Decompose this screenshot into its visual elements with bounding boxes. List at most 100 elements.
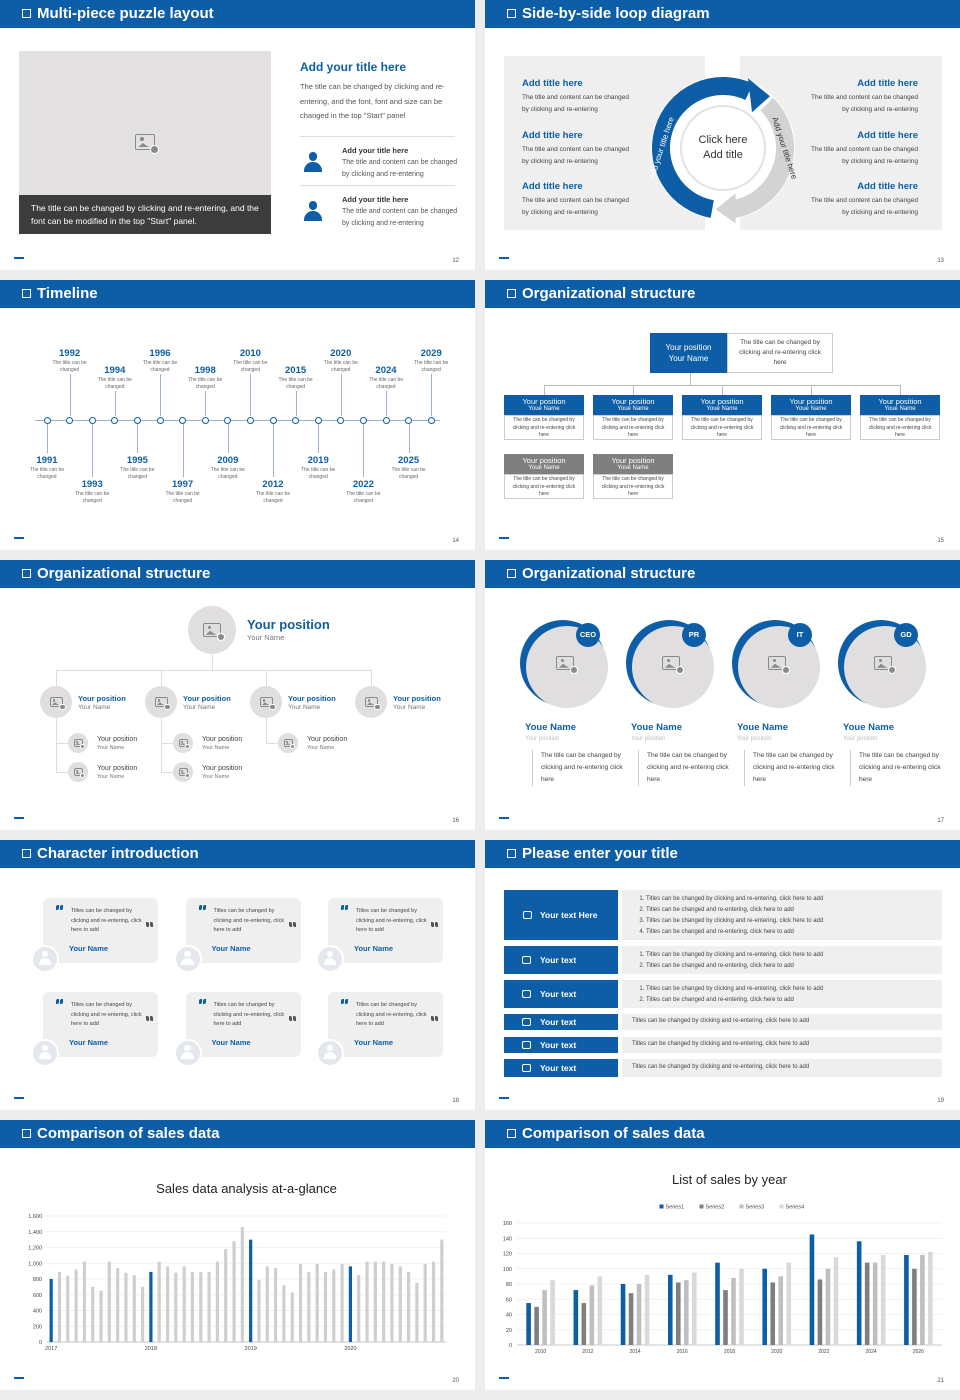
person-head xyxy=(184,951,191,958)
center-circle xyxy=(680,105,766,191)
center-text: Click here xyxy=(699,134,748,146)
slide-title: Comparison of sales data xyxy=(37,1125,220,1142)
quote-mark xyxy=(345,905,348,910)
slide-header: Please enter your title xyxy=(485,840,960,868)
bar xyxy=(174,1272,178,1342)
slide-title: Organizational structure xyxy=(522,565,696,582)
slide: 21 List of sales by year 0 20 40 60 80 100 120 14… xyxy=(485,1120,960,1390)
row-panel xyxy=(622,946,942,974)
event-year: 2025 xyxy=(398,455,420,466)
bar xyxy=(307,1271,311,1342)
quote-mark xyxy=(431,1016,434,1021)
header-checkbox xyxy=(22,1129,31,1138)
y-tick-label: 0 xyxy=(39,1340,42,1346)
row-panel xyxy=(622,890,942,940)
quote-mark xyxy=(292,922,296,927)
bar xyxy=(786,1262,792,1345)
event-year: 1991 xyxy=(36,455,58,466)
row-label-box xyxy=(504,1037,618,1053)
header-checkbox xyxy=(507,289,516,298)
row-item: Titles can be changed by clicking and re… xyxy=(646,916,946,927)
bar xyxy=(99,1290,103,1342)
row-list: Titles can be changed by clicking and re… xyxy=(632,950,946,972)
icon-sun xyxy=(53,699,56,702)
logo xyxy=(499,817,509,819)
logo xyxy=(14,1377,24,1379)
y-tick-label: 200 xyxy=(33,1324,42,1330)
arrow-head xyxy=(715,193,736,224)
connector xyxy=(690,373,691,385)
page-number: 18 xyxy=(452,1098,459,1104)
bar xyxy=(315,1264,319,1342)
x-tick-label: 2017 xyxy=(45,1346,57,1352)
legend-swatch xyxy=(739,1204,744,1209)
avatar xyxy=(40,686,72,718)
connector xyxy=(633,385,634,395)
image-placeholder-icon xyxy=(259,696,273,708)
bar xyxy=(215,1261,220,1342)
card-name: Your Name xyxy=(69,944,109,953)
bar xyxy=(817,1279,823,1345)
avatar xyxy=(355,686,387,718)
sub-position: Your position xyxy=(202,736,243,743)
y-tick-label: 120 xyxy=(503,1252,512,1258)
bar xyxy=(550,1280,555,1345)
item-title: Add title here xyxy=(522,78,583,89)
chart-title: List of sales by year xyxy=(672,1172,788,1187)
slide-title: Side-by-side loop diagram xyxy=(522,5,710,22)
event-text: The title can be changed xyxy=(52,360,87,373)
connector xyxy=(160,374,161,416)
sub-position: Your position xyxy=(97,765,138,772)
icon-sun xyxy=(878,658,882,663)
card-name: Your Name xyxy=(354,1038,394,1047)
item-text: The title and content can be changed by … xyxy=(522,94,629,113)
event-year: 2020 xyxy=(330,348,352,359)
slide-title: Please enter your title xyxy=(522,845,678,862)
legend-label: Series3 xyxy=(746,1205,765,1211)
icon-mountain xyxy=(876,663,888,668)
icon-mountain xyxy=(558,663,570,668)
slide-header: Timeline xyxy=(0,280,475,308)
person-body xyxy=(323,958,337,966)
x-tick-label: 2020 xyxy=(771,1349,782,1355)
image-placeholder-icon xyxy=(49,696,63,708)
quote-mark xyxy=(431,922,434,927)
connector xyxy=(544,385,545,395)
timeline-dot xyxy=(156,416,164,424)
connector xyxy=(227,424,229,453)
y-tick-label: 1,600 xyxy=(28,1214,42,1220)
member-position: Your position xyxy=(393,694,441,703)
quote-mark xyxy=(341,905,344,910)
slide-header: Organizational structure xyxy=(485,280,960,308)
slide-header: Side-by-side loop diagram xyxy=(485,0,960,28)
slide: Organizational structure 17 CEO Youe Name Yo… xyxy=(485,560,960,830)
top-name: Your Name xyxy=(668,354,709,363)
item-title: Add title here xyxy=(522,129,583,141)
row-icon xyxy=(522,956,531,964)
bar xyxy=(82,1261,87,1342)
role-tag: IT xyxy=(788,623,812,647)
quote-mark xyxy=(288,1016,292,1021)
connector xyxy=(56,718,57,772)
connector xyxy=(340,374,342,416)
box-header xyxy=(593,395,673,415)
bar xyxy=(778,1276,784,1345)
bar xyxy=(809,1234,815,1345)
header-checkbox xyxy=(22,569,31,578)
person-head xyxy=(308,201,318,210)
box-header xyxy=(860,395,940,415)
event-text: The title can be changed xyxy=(210,467,245,480)
icon-mountain xyxy=(180,742,186,745)
event-year: 2024 xyxy=(375,365,397,376)
connector xyxy=(161,743,173,744)
icon-plus xyxy=(80,773,86,779)
sub-name: Your Name xyxy=(307,745,335,751)
connector xyxy=(114,391,116,416)
row-panel xyxy=(622,980,942,1008)
timeline-dot xyxy=(179,416,187,424)
box-header xyxy=(771,395,851,415)
bar xyxy=(880,1255,886,1345)
slide-title: Comparison of sales data xyxy=(522,1125,705,1142)
quote-mark xyxy=(60,999,63,1004)
slide-title: Organizational structure xyxy=(37,565,211,582)
